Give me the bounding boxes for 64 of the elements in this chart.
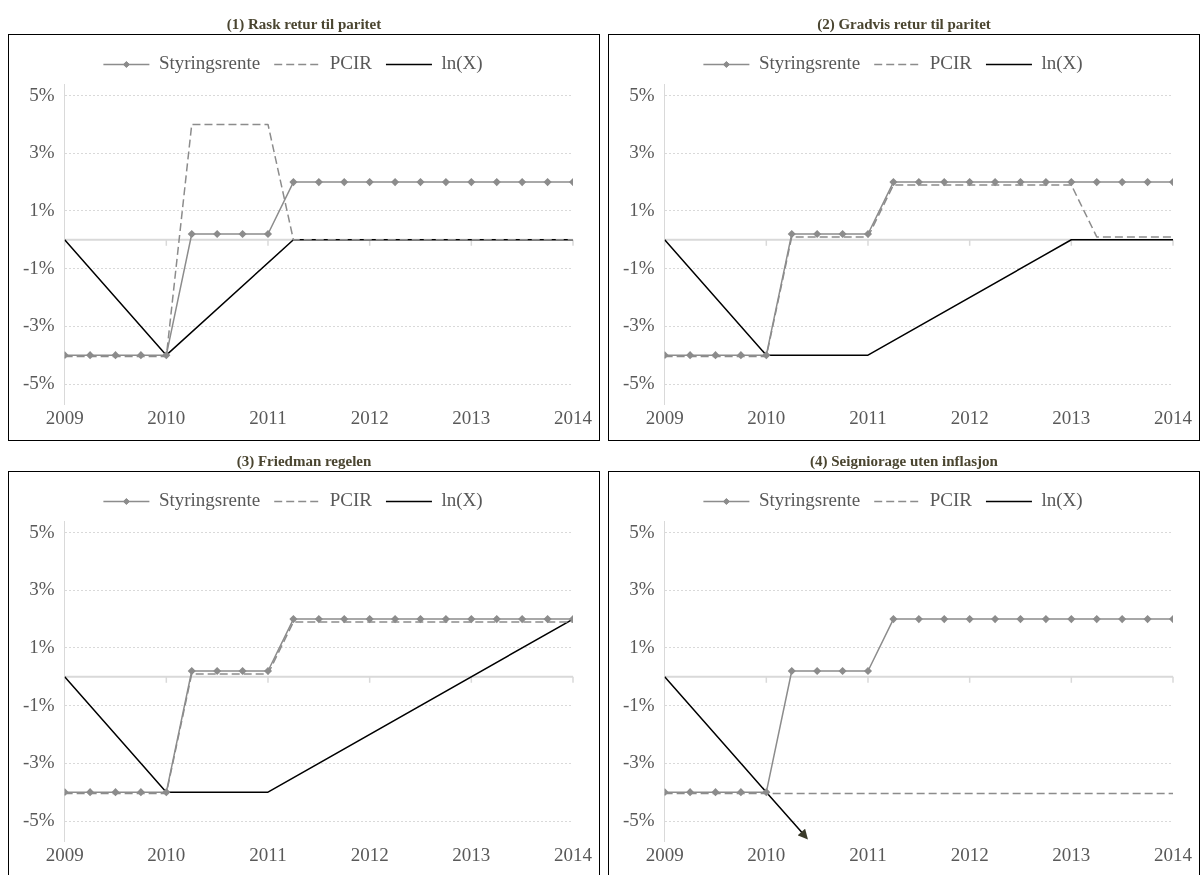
x-tick-label: 2012 [350,406,389,428]
y-tick-label: -5% [23,808,55,830]
x-tick-label: 2011 [249,843,287,865]
y-tick-label: 3% [629,141,655,163]
x-tick-label: 2012 [950,406,989,428]
legend-label: Styringsrente [158,489,261,511]
chart-title: (2) Gradvis retur til paritet [816,15,992,34]
x-tick-label: 2010 [147,843,186,865]
x-tick-label: 2012 [350,843,389,865]
x-tick-label: 2012 [950,843,989,865]
x-tick-label: 2014 [554,406,593,428]
y-tick-label: 1% [29,198,55,220]
y-tick-label: 1% [629,635,655,657]
y-tick-label: -5% [23,371,55,393]
legend-label: ln(X) [441,52,483,75]
chart-title: (1) Rask retur til paritet [225,15,383,34]
x-tick-label: 2009 [45,843,84,865]
y-tick-label: -1% [23,256,55,278]
legend-label: PCIR [329,489,373,511]
y-tick-label: 3% [629,578,655,600]
y-tick-label: 5% [29,83,55,105]
y-tick-label: 3% [29,141,55,163]
legend-label: Styringsrente [158,52,261,74]
x-tick-label: 2010 [147,406,186,428]
y-tick-label: 5% [629,83,655,105]
y-tick-label: -5% [623,371,655,393]
legend-label: PCIR [929,489,973,511]
x-tick-label: 2010 [747,406,786,428]
legend-label: PCIR [929,52,973,74]
chart-title: (3) Friedman regelen [235,452,373,471]
x-tick-label: 2014 [554,843,593,865]
y-tick-label: 5% [29,520,55,542]
y-tick-label: -5% [623,808,655,830]
y-tick-label: -1% [23,693,55,715]
x-tick-label: 2009 [645,406,684,428]
x-tick-label: 2011 [849,843,887,865]
y-tick-label: 3% [29,578,55,600]
y-tick-label: -3% [23,751,55,773]
legend-label: ln(X) [1041,52,1083,75]
x-tick-label: 2013 [452,843,491,865]
y-tick-label: 1% [629,198,655,220]
x-tick-label: 2011 [849,406,887,428]
x-tick-label: 2013 [452,406,491,428]
legend-label: Styringsrente [758,489,861,511]
x-tick-label: 2014 [1154,843,1193,865]
legend-label: ln(X) [1041,489,1083,512]
legend-label: Styringsrente [758,52,861,74]
x-tick-label: 2013 [1052,843,1091,865]
y-tick-label: -1% [623,256,655,278]
legend-label: PCIR [329,52,373,74]
y-tick-label: -3% [23,314,55,336]
y-tick-label: -1% [623,693,655,715]
x-tick-label: 2009 [45,406,84,428]
x-tick-label: 2010 [747,843,786,865]
chart-title: (4) Seigniorage uten inflasjon [809,452,999,471]
y-tick-label: -3% [623,314,655,336]
x-tick-label: 2013 [1052,406,1091,428]
x-tick-label: 2011 [249,406,287,428]
x-tick-label: 2009 [645,843,684,865]
y-tick-label: 5% [629,520,655,542]
y-tick-label: -3% [623,751,655,773]
y-tick-label: 1% [29,635,55,657]
x-tick-label: 2014 [1154,406,1193,428]
legend-label: ln(X) [441,489,483,512]
